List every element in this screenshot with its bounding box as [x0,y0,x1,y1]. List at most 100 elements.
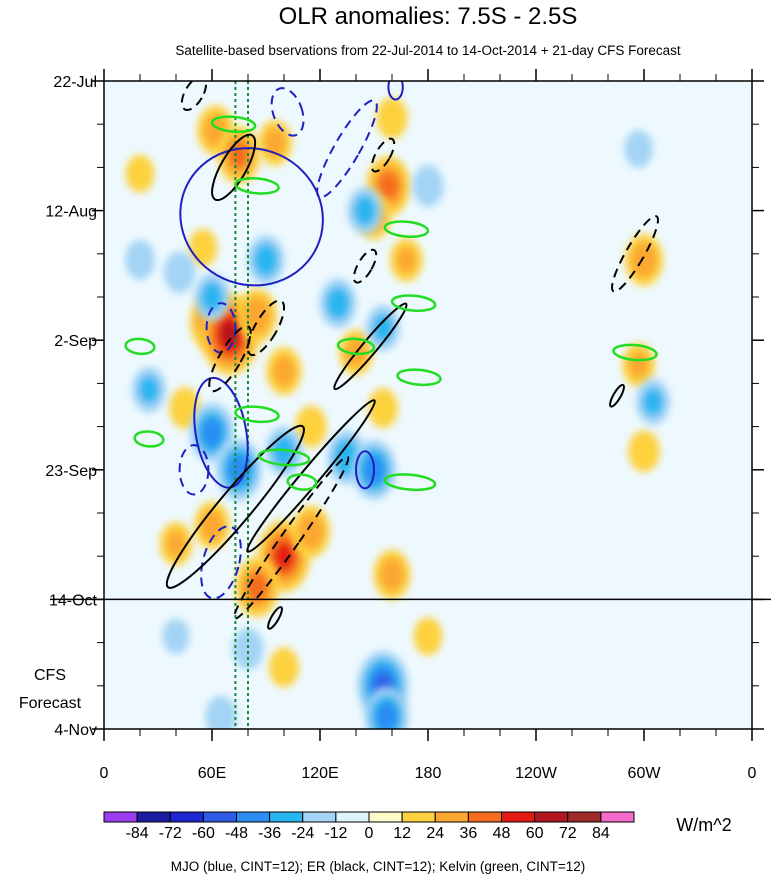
anomaly-level-patch [269,647,299,688]
axis-ticks [92,69,764,741]
colorbar-swatch [169,811,204,823]
colorbar-tick-label: -24 [291,825,314,842]
kelvin-contour [124,337,156,356]
mjo-contour [270,87,305,137]
kelvin-contour [286,473,318,491]
er-contour [352,248,378,284]
anomaly-level-patch [166,530,186,558]
anomaly-level-patch [200,281,224,313]
anomaly-blob [163,251,196,294]
anomaly-blob [257,119,293,166]
anomaly-blob [628,430,660,473]
colorbar-units: W/m^2 [676,815,731,835]
kelvin-contour [234,177,280,195]
kelvin-contour [612,343,658,362]
er-contour [233,455,350,620]
anomaly-blob [205,695,237,729]
anomaly-blob [232,627,264,670]
colorbar-swatch [534,811,569,823]
y-axis-labels: 22-Jul 12-Aug 2-Sep 23-Sep 14-Oct 4-Nov [45,74,97,739]
anomaly-level-patch [368,388,398,429]
y-tick-label: 23-Sep [45,463,97,480]
forecast-label-forecast: Forecast [19,695,82,712]
anomaly-level-patch [162,618,190,655]
anomaly-level-patch [201,418,223,448]
colorbar-swatch [567,811,602,823]
anomaly-level-patch [232,627,264,670]
contour-layer [124,81,659,630]
x-tick-label: 0 [748,765,757,782]
colorbar-tick-label: 84 [592,825,610,842]
kelvin-contour [383,473,437,492]
colorbar-tick-label: 48 [493,825,511,842]
anomaly-blob [413,617,443,656]
colorbar-swatch [401,811,436,823]
colorbar-swatch [202,811,237,823]
anomaly-level-patch [125,239,155,280]
colorbar-tick-label: 72 [559,825,577,842]
colorbar-swatch [368,811,403,823]
anomaly-level-patch [163,251,196,294]
colorbar-swatch [103,811,138,823]
mjo-contour [179,147,324,287]
mjo-contour [178,444,210,496]
kelvin-contour [234,405,280,424]
anomaly-level-patch [412,164,444,207]
mjo-contour [200,525,242,600]
anomaly-level-patch [253,243,279,277]
colorbar-tick-label: -36 [258,825,281,842]
anomaly-level-patch [243,296,271,335]
anomaly-blob [622,342,655,387]
anomaly-level-patch [628,351,649,379]
anomaly-blob [291,505,331,558]
anomaly-level-patch [272,355,296,387]
anomaly-level-patch [188,228,218,267]
anomaly-blob [190,402,234,463]
anomaly-blob [319,278,357,329]
anomaly-level-patch [138,375,160,404]
anomaly-level-patch [642,387,664,417]
anomaly-level-patch [205,695,237,729]
x-tick-label: 60E [198,765,226,782]
anomaly-blob [376,97,408,140]
anomaly-level-patch [630,242,658,278]
anomaly-blob [188,228,218,267]
anomaly-blob [390,237,423,282]
y-tick-label: 14-Oct [49,592,98,609]
y-tick-label: 12-Aug [45,204,97,221]
anomaly-blob [364,686,409,729]
anomaly-level-patch [221,321,239,347]
anomaly-level-patch [200,509,224,541]
anomaly-level-patch [353,195,377,227]
colorbar-swatch [269,811,304,823]
anomaly-blob [125,154,155,193]
mjo-contour [387,81,404,101]
chart-subtitle: Satellite-based bservations from 22-Jul-… [175,43,681,58]
x-axis-labels: 0 60E 120E 180 120W 60W 0 [100,765,757,782]
anomaly-blob [162,618,190,655]
y-tick-label: 22-Jul [53,74,97,91]
x-tick-label: 180 [415,765,442,782]
er-contour [165,424,305,589]
anomaly-blob [194,273,230,321]
colorbar-tick-label: 36 [459,825,477,842]
anomaly-level-patch [396,246,417,274]
anomaly-level-patch [379,558,405,592]
contours-legend-text: MJO (blue, CINT=12); ER (black, CINT=12)… [171,859,586,874]
kelvin-contour [383,220,430,238]
anomaly-level-patch [628,430,660,473]
er-contour [370,137,396,173]
anomaly-level-patch [125,154,155,193]
x-tick-label: 120W [515,765,558,782]
colorbar-tick-label: -72 [159,825,182,842]
er-contour [611,215,659,293]
er-contour [609,383,625,408]
anomaly-blob [159,521,193,566]
y-tick-label: 4-Nov [54,722,97,739]
er-contour [180,81,208,111]
anomaly-level-patch [376,97,408,140]
anomaly-level-patch [376,702,398,729]
colorbar-swatch [467,811,502,823]
colorbar-tick-label: 60 [526,825,544,842]
